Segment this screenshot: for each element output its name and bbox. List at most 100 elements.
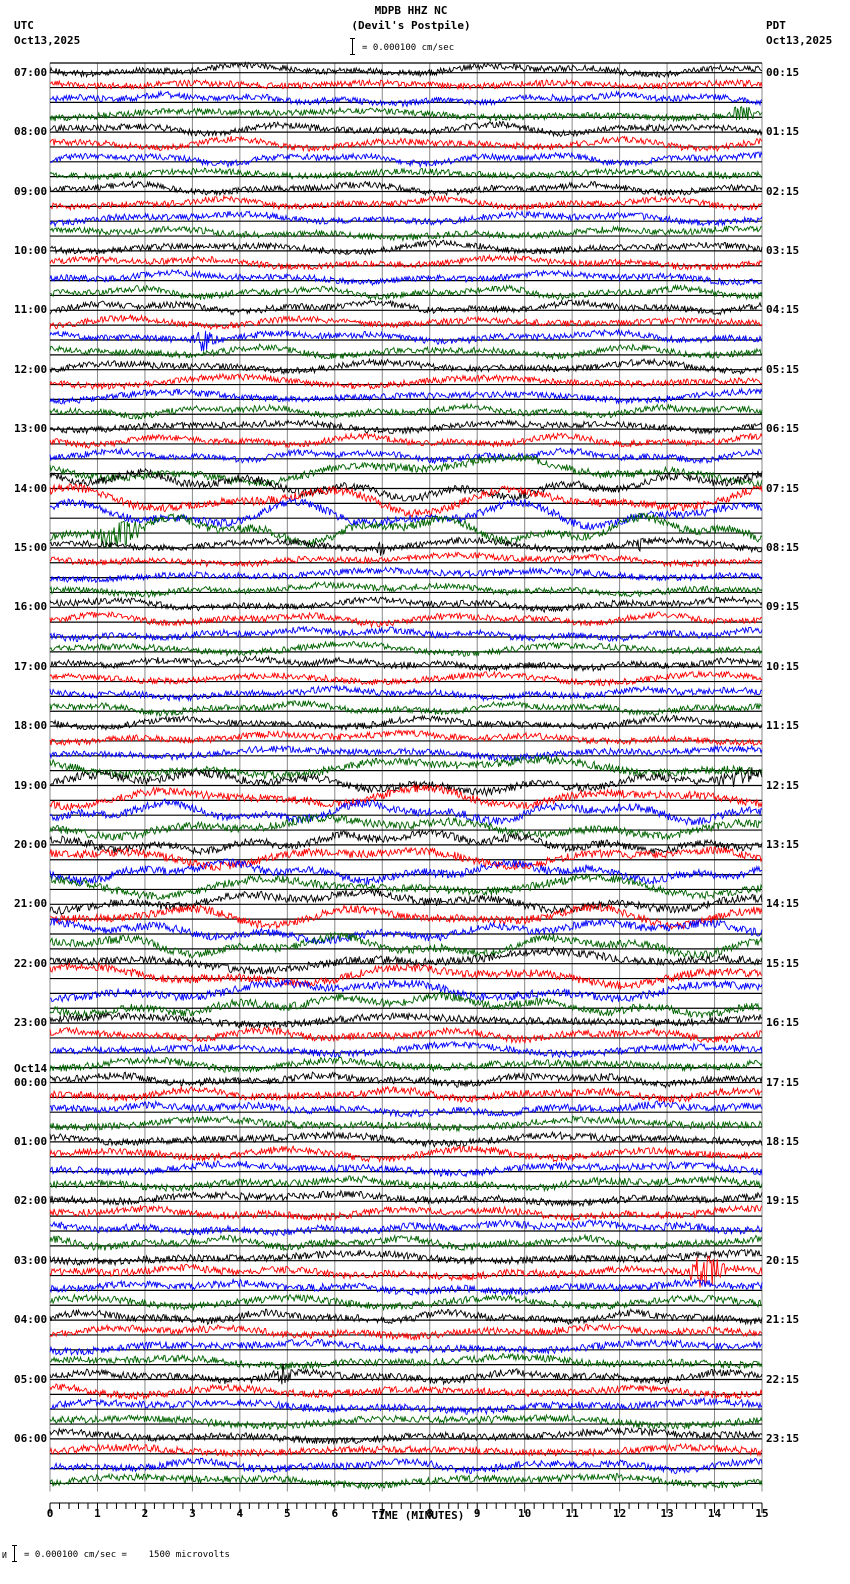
seismic-trace (49, 167, 763, 181)
right-hour-label: 21:15 (766, 1313, 800, 1327)
seismic-trace (49, 611, 763, 629)
seismic-trace (49, 917, 763, 946)
seismic-trace (49, 1056, 763, 1074)
right-hour-label: 08:15 (766, 540, 800, 554)
seismic-trace (49, 343, 763, 361)
seismic-trace (49, 946, 763, 976)
seismic-trace (49, 931, 763, 960)
right-hour-label: 01:15 (766, 125, 800, 139)
x-axis-label: TIME (MINUTES) (371, 1509, 465, 1522)
seismic-trace (49, 1322, 763, 1342)
seismic-trace (49, 754, 763, 780)
seismic-trace (49, 1293, 763, 1312)
right-hour-label: 06:15 (766, 422, 800, 436)
seismic-trace (49, 313, 763, 330)
seismic-trace (49, 224, 763, 243)
right-hour-label: 13:15 (766, 837, 800, 851)
seismic-trace (49, 432, 763, 449)
seismic-trace (49, 1160, 763, 1178)
right-hour-label: 10:15 (766, 659, 800, 673)
seismic-trace (49, 1219, 763, 1238)
seismic-trace (49, 669, 763, 687)
left-hour-label: 21:00 (14, 897, 48, 911)
left-hour-label: 15:00 (14, 540, 48, 554)
x-tick-label: 4 (236, 1507, 244, 1520)
seismic-trace (49, 446, 763, 465)
seismic-trace (49, 468, 763, 502)
seismic-trace (49, 566, 763, 584)
seismic-trace (49, 536, 763, 556)
station-title: MDPB HHZ NC (374, 4, 448, 17)
seismic-trace (49, 209, 763, 228)
seismic-trace (49, 328, 763, 352)
left-hour-label: 10:00 (14, 243, 48, 257)
seismic-trace (49, 828, 763, 856)
seismic-trace (49, 298, 763, 316)
seismic-trace (49, 1175, 763, 1193)
right-hour-label: 09:15 (766, 600, 800, 614)
seismic-trace (49, 106, 763, 123)
seismic-trace (49, 1338, 763, 1356)
seismic-trace (49, 887, 763, 916)
seismic-trace (49, 402, 763, 421)
seismic-trace (49, 728, 763, 747)
right-hour-label: 23:15 (766, 1431, 800, 1445)
left-hour-label: 03:00 (14, 1253, 48, 1267)
station-location: (Devil's Postpile) (351, 19, 471, 32)
left-hour-label: 23:00 (14, 1016, 48, 1030)
left-hour-label: 19:00 (14, 778, 48, 792)
left-hour-label: 17:00 (14, 659, 48, 673)
seismic-trace (49, 1255, 763, 1288)
left-hour-label: 01:00 (14, 1134, 48, 1148)
x-tick-label: 8 (426, 1507, 434, 1520)
seismic-trace (49, 150, 763, 169)
seismic-trace (49, 902, 763, 930)
left-hour-label: 09:00 (14, 184, 48, 198)
seismic-trace (49, 858, 763, 886)
seismic-trace (49, 268, 763, 287)
right-hour-label: 03:15 (766, 243, 800, 257)
seismic-trace (49, 1040, 763, 1059)
x-tick-label: 5 (284, 1507, 291, 1520)
seismic-trace (50, 978, 763, 1003)
seismic-trace (49, 1277, 763, 1297)
seismic-trace (49, 1442, 763, 1458)
seismic-trace (49, 1189, 763, 1208)
right-hour-label: 18:15 (766, 1134, 800, 1148)
left-hour-label: 18:00 (14, 719, 48, 733)
seismic-trace (49, 483, 763, 519)
seismic-trace (49, 1011, 763, 1030)
x-tick-label: 0 (46, 1507, 54, 1520)
seismic-trace (49, 1457, 763, 1475)
left-hour-label: 00:00 (14, 1075, 48, 1089)
seismic-trace (49, 283, 763, 301)
seismic-trace (49, 991, 763, 1019)
right-hour-label: 12:15 (766, 778, 800, 792)
right-hour-label: 17:15 (766, 1075, 800, 1089)
seismic-trace (49, 1363, 763, 1386)
seismic-trace (49, 1383, 763, 1401)
seismic-trace (49, 699, 763, 718)
scale-text: = 0.000100 cm/sec (362, 43, 455, 53)
x-tick-label: 13 (660, 1507, 674, 1520)
right-hour-label: 05:15 (766, 362, 800, 376)
left-hour-label: 05:00 (14, 1372, 48, 1386)
right-hour-label: 04:15 (766, 303, 800, 317)
seismic-trace (49, 1248, 763, 1267)
seismic-trace (49, 1233, 763, 1252)
seismic-trace (49, 684, 763, 703)
left-hour-label: 07:00 (14, 65, 48, 79)
left-hour-label: 11:00 (14, 303, 48, 317)
seismic-trace (49, 78, 763, 91)
scale-bar-icon (350, 38, 355, 55)
seismic-trace (49, 1115, 763, 1133)
seismic-trace (49, 1426, 763, 1446)
right-hour-label: 07:15 (766, 481, 800, 495)
seismic-trace (49, 595, 763, 614)
seismic-trace (49, 654, 763, 673)
seismic-trace (49, 1204, 763, 1222)
seismic-trace (49, 1396, 763, 1416)
seismic-trace (49, 372, 763, 391)
seismic-trace (49, 551, 763, 568)
